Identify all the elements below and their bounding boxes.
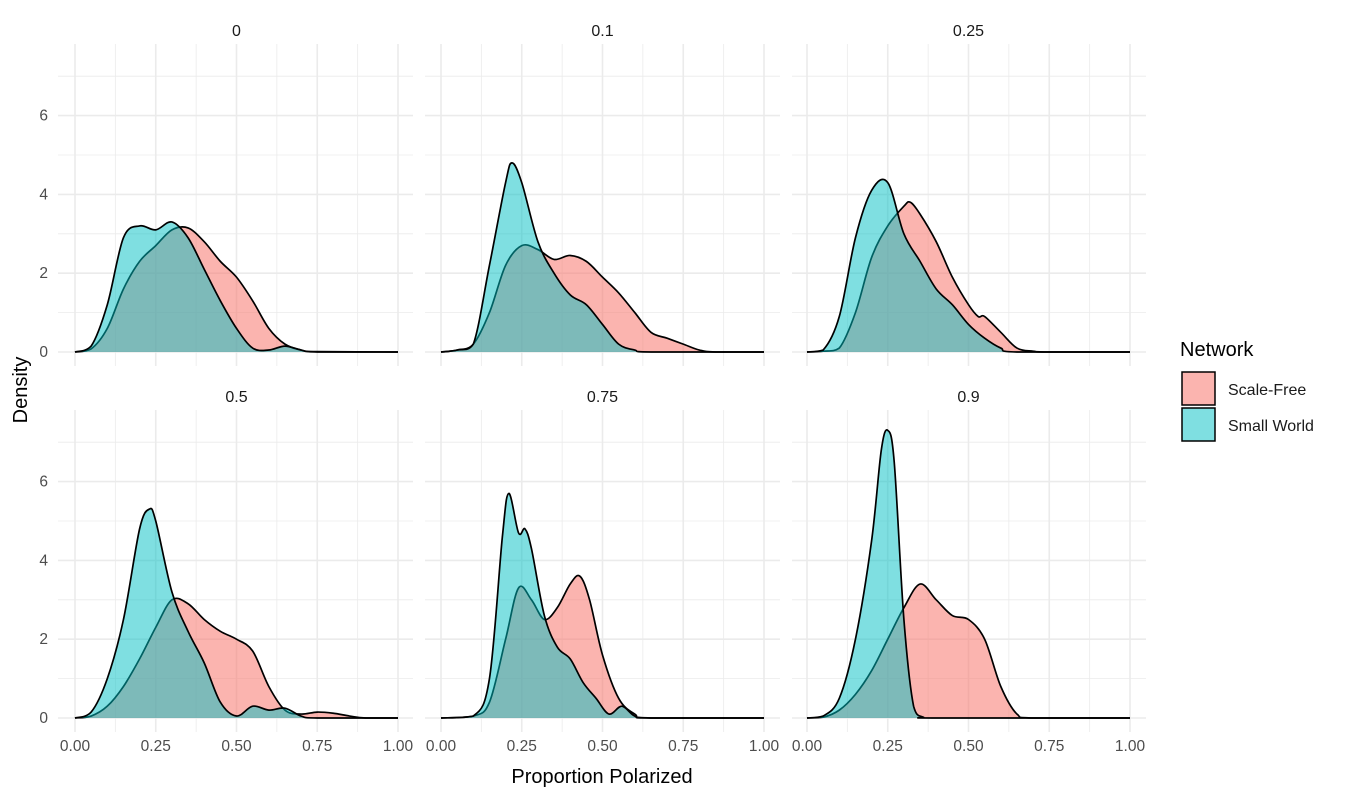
y-tick-label: 0 (39, 710, 48, 727)
x-tick-label: 0.00 (60, 738, 91, 755)
y-tick-label: 6 (39, 474, 48, 491)
x-tick-label: 0.25 (507, 738, 537, 755)
facet-label: 0.25 (953, 23, 984, 40)
x-tick-label: 0.25 (141, 738, 171, 755)
legend-entry-small-world: Small World (1181, 407, 1314, 442)
y-tick-label: 0 (39, 344, 48, 361)
facet-label: 0 (232, 23, 241, 40)
facet-panel-0: 0 0 2 4 6 (39, 23, 413, 366)
facet-panel-4: 0.75 0.00 0.25 0.50 0.75 1.00 (425, 389, 780, 755)
density-line-small-world (440, 162, 764, 353)
x-tick-label: 1.00 (749, 738, 780, 755)
facet-label: 0.1 (591, 23, 613, 40)
legend-label-small-world: Small World (1228, 418, 1314, 435)
x-tick-label: 1.00 (1115, 738, 1146, 755)
density-line-small-world (74, 507, 398, 719)
x-tick-label: 0.50 (587, 738, 618, 755)
y-tick-label: 4 (39, 186, 48, 203)
x-axis-title: Proportion Polarized (511, 766, 692, 788)
x-tick-label: 0.50 (953, 738, 984, 755)
density-area-small-world (441, 493, 764, 718)
x-tick-label: 1.00 (383, 738, 414, 755)
legend-label-scale-free: Scale-Free (1228, 382, 1306, 399)
legend: Network Scale-Free Small World (1180, 339, 1314, 442)
density-area-small-world (441, 162, 764, 352)
x-tick-label: 0.75 (302, 738, 332, 755)
density-area-small-world (807, 179, 1130, 352)
y-tick-label: 2 (39, 631, 48, 648)
y-axis-title: Density (10, 357, 32, 424)
y-tick-label: 4 (39, 552, 48, 569)
legend-entry-scale-free: Scale-Free (1181, 371, 1306, 406)
density-line-small-world (806, 429, 1130, 719)
facet-label: 0.5 (225, 389, 247, 406)
density-area-small-world (75, 221, 398, 352)
y-tick-label: 6 (39, 108, 48, 125)
x-tick-label: 0.00 (426, 738, 457, 755)
density-line-small-world (440, 492, 764, 719)
y-tick-label: 2 (39, 265, 48, 282)
density-line-small-world (74, 221, 398, 353)
density-area-small-world (807, 429, 1130, 718)
x-tick-label: 0.25 (873, 738, 903, 755)
legend-key-small-world (1181, 407, 1216, 442)
x-tick-label: 0.00 (792, 738, 823, 755)
facet-label: 0.9 (957, 389, 979, 406)
x-tick-label: 0.75 (1034, 738, 1064, 755)
facet-panel-1: 0.1 (425, 23, 780, 366)
facet-panel-2: 0.25 (792, 23, 1146, 366)
facet-panel-5: 0.9 0.00 0.25 0.50 0.75 1.00 (792, 389, 1146, 755)
density-area-small-world (75, 508, 398, 718)
legend-key-scale-free (1181, 371, 1216, 406)
facet-label: 0.75 (587, 389, 618, 406)
x-tick-label: 0.75 (668, 738, 698, 755)
density-line-small-world (806, 178, 1130, 353)
legend-title: Network (1180, 339, 1254, 361)
x-tick-label: 0.50 (221, 738, 252, 755)
